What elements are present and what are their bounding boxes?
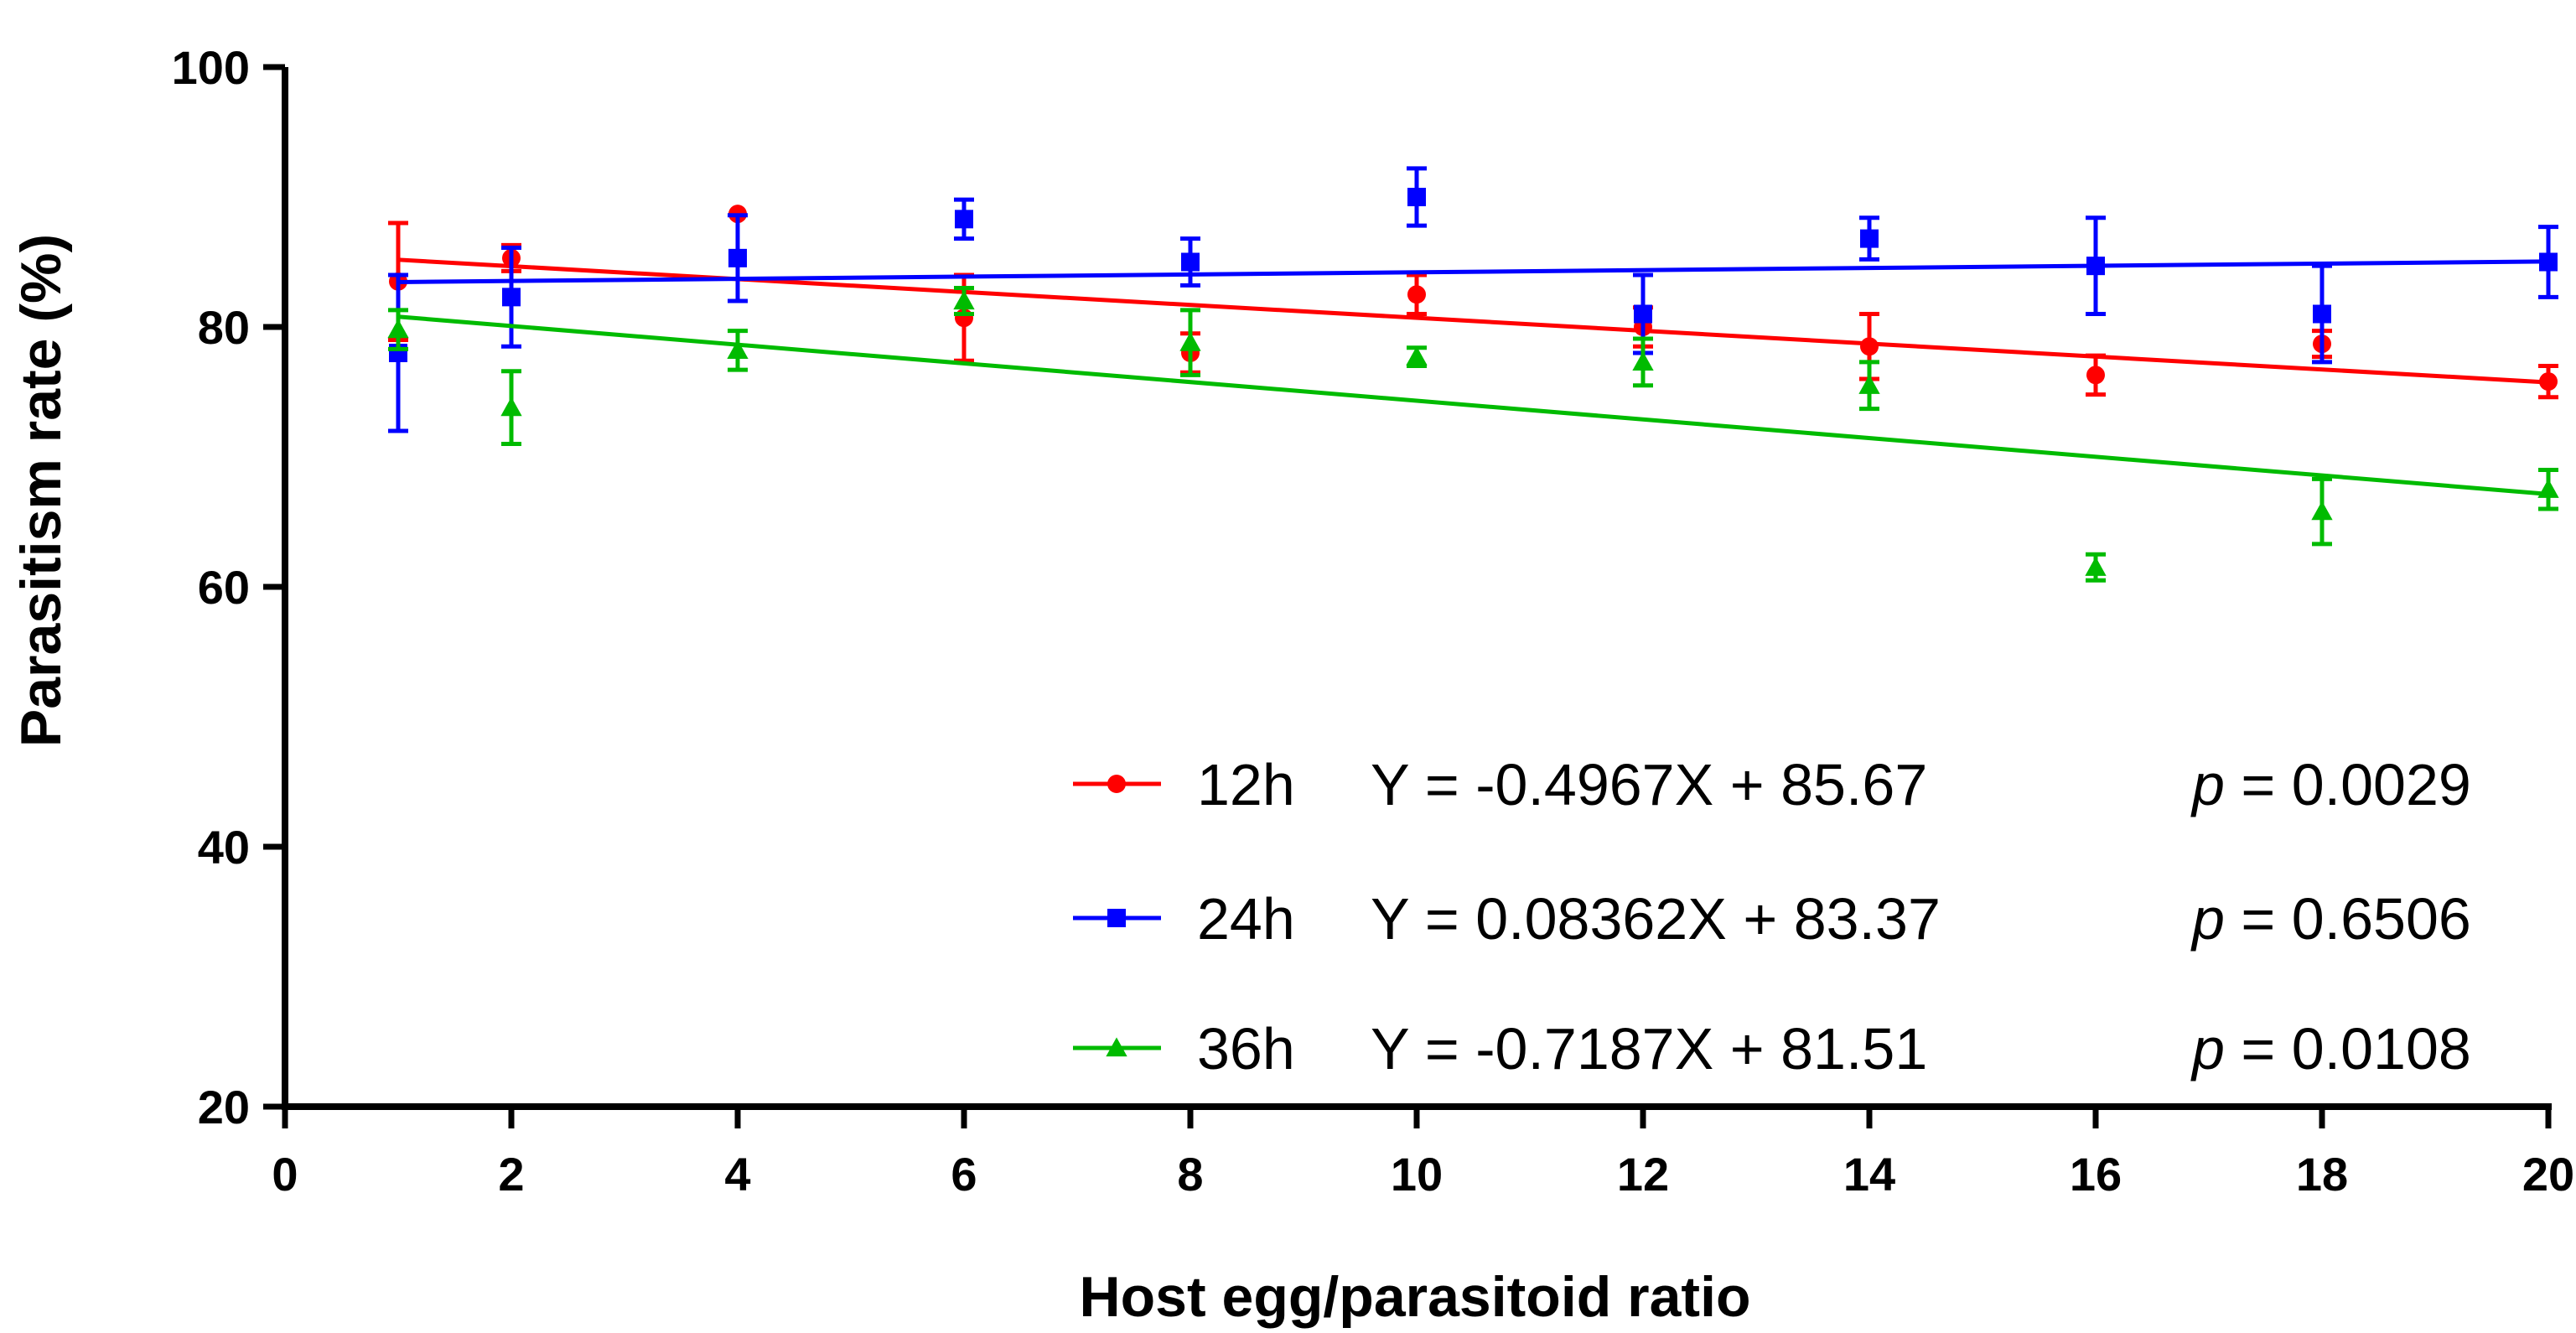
data-point-12h	[2539, 372, 2558, 392]
x-tick-label: 2	[498, 1148, 524, 1201]
data-point-36h	[727, 340, 749, 360]
data-point-24h	[1407, 188, 1426, 206]
x-ticks: 0 2 4 6 8 10 12 14 16 18 20	[272, 1107, 2574, 1201]
data-point-24h	[1634, 304, 1652, 324]
series-24h	[388, 166, 2558, 433]
data-point-24h	[728, 248, 747, 267]
x-tick-label: 4	[724, 1148, 750, 1201]
regression-line-36h	[397, 314, 2549, 496]
data-point-24h	[2539, 252, 2558, 272]
data-point-36h	[1179, 331, 1201, 351]
x-tick-label: 0	[272, 1148, 298, 1201]
data-point-36h	[2085, 557, 2107, 576]
data-point-24h	[1860, 229, 1879, 248]
data-point-12h	[1860, 337, 1879, 356]
x-tick-label: 8	[1177, 1148, 1203, 1201]
y-tick-label: 80	[198, 301, 250, 354]
legend-p-symbol: p	[2190, 886, 2225, 952]
regression-line-24h	[397, 259, 2549, 284]
data-point-36h	[953, 290, 975, 310]
series-36h	[387, 286, 2559, 583]
legend-item-12h: 12h Y = -0.4967X + 85.67 p = 0.0029	[1073, 752, 2471, 817]
x-tick-label: 20	[2522, 1148, 2574, 1201]
legend-marker	[1107, 909, 1126, 927]
legend: 12h Y = -0.4967X + 85.67 p = 0.0029 24h Y = …	[1073, 752, 2471, 1081]
legend-p-value: p = 0.0029	[2190, 752, 2471, 817]
data-point-36h	[1406, 346, 1428, 366]
legend-equation: Y = -0.7187X + 81.51	[1371, 1016, 1927, 1081]
data-point-36h	[1632, 351, 1654, 371]
legend-p-value: p = 0.0108	[2190, 1016, 2471, 1081]
legend-marker	[1106, 1037, 1127, 1057]
legend-series-name: 12h	[1197, 752, 1295, 817]
data-point-24h	[955, 210, 973, 229]
data-point-24h	[502, 288, 521, 307]
x-tick-label: 10	[1391, 1148, 1443, 1201]
legend-p-value: p = 0.6506	[2190, 886, 2471, 952]
legend-series-name: 36h	[1197, 1016, 1295, 1081]
legend-marker	[1107, 775, 1126, 793]
plot-area	[387, 166, 2559, 583]
data-point-24h	[2086, 257, 2105, 276]
x-tick-label: 14	[1843, 1148, 1895, 1201]
data-point-36h	[1858, 375, 1880, 394]
data-point-36h	[387, 319, 409, 339]
x-tick-label: 18	[2296, 1148, 2348, 1201]
legend-series-name: 24h	[1197, 886, 1295, 952]
legend-p-number: = 0.0029	[2225, 752, 2471, 817]
data-point-12h	[1407, 285, 1426, 304]
legend-item-24h: 24h Y = 0.08362X + 83.37 p = 0.6506	[1073, 886, 2471, 952]
legend-equation: Y = -0.4967X + 85.67	[1371, 752, 1927, 817]
data-point-36h	[2537, 479, 2559, 498]
data-point-36h	[2311, 501, 2333, 521]
x-tick-label: 16	[2070, 1148, 2122, 1201]
legend-p-symbol: p	[2190, 752, 2225, 817]
y-axis-title: Parasitism rate (%)	[9, 234, 73, 747]
data-point-12h	[2086, 366, 2105, 385]
y-tick-label: 40	[198, 821, 250, 874]
legend-equation: Y = 0.08362X + 83.37	[1371, 886, 1941, 952]
y-tick-label: 100	[172, 41, 250, 94]
y-ticks: 20 40 60 80 100	[172, 41, 285, 1133]
legend-p-number: = 0.6506	[2225, 886, 2471, 952]
series-12h	[388, 205, 2558, 400]
data-point-24h	[2313, 304, 2331, 324]
legend-p-symbol: p	[2190, 1016, 2225, 1081]
x-tick-label: 6	[951, 1148, 977, 1201]
x-tick-label: 12	[1617, 1148, 1669, 1201]
y-tick-label: 60	[198, 561, 250, 614]
legend-p-number: = 0.0108	[2225, 1016, 2471, 1081]
data-point-36h	[500, 397, 522, 417]
data-point-24h	[1181, 252, 1200, 272]
y-tick-label: 20	[198, 1081, 250, 1133]
x-axis-title: Host egg/parasitoid ratio	[1080, 1265, 1751, 1329]
legend-item-36h: 36h Y = -0.7187X + 81.51 p = 0.0108	[1073, 1016, 2471, 1081]
